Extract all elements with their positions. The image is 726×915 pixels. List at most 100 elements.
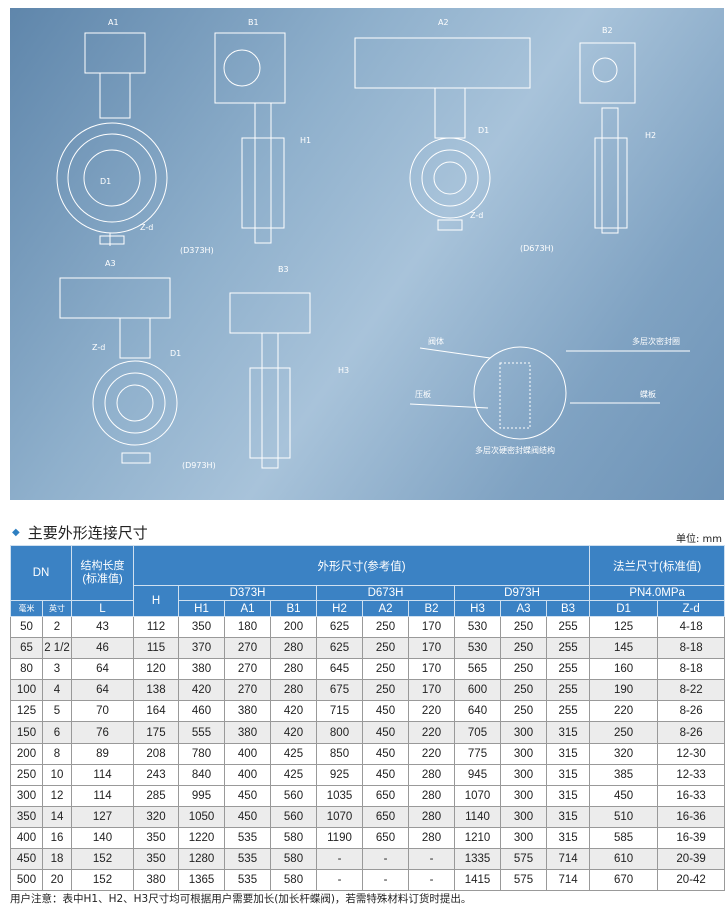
table-cell: 610 [589, 848, 659, 871]
table-cell: 280 [408, 784, 455, 807]
table-cell: 243 [133, 763, 179, 786]
table-cell: 350 [178, 615, 225, 639]
table-cell: 255 [545, 615, 591, 639]
table-cell: 20-42 [657, 869, 726, 892]
table-cell: 1415 [454, 869, 501, 892]
table-cell: 2 [42, 615, 72, 639]
table-cell: 2 1/2 [42, 637, 72, 660]
table-cell: 670 [589, 869, 659, 892]
table-cell: 714 [545, 869, 591, 892]
table-cell: 100 [10, 679, 43, 702]
table-cell: 280 [408, 826, 455, 850]
svg-text:D1: D1 [478, 126, 489, 135]
table-cell: 535 [224, 848, 271, 871]
table-cell: 1210 [454, 826, 501, 850]
table-cell: 380 [224, 721, 271, 744]
svg-text:B3: B3 [278, 265, 289, 274]
table-cell: 1280 [178, 848, 225, 871]
table-cell: 650 [362, 784, 409, 807]
header-h: H [133, 585, 179, 617]
svg-text:阀体: 阀体 [428, 336, 444, 346]
table-cell: 6 [42, 721, 72, 744]
table-cell: 400 [224, 763, 271, 786]
table-cell: 280 [270, 679, 317, 702]
table-cell: 420 [270, 721, 317, 744]
table-cell: 76 [71, 721, 134, 744]
table-cell: 150 [10, 721, 43, 744]
table-cell: 425 [270, 763, 317, 786]
header-mm: 毫米 [10, 600, 43, 617]
table-cell: 200 [270, 615, 317, 639]
table-cell: 450 [224, 784, 271, 807]
table-cell: 18 [42, 848, 72, 871]
seal-detail-view: 阀体 多层次密封圈 压板 蝶板 多层次硬密封蝶阀结构 [409, 336, 690, 455]
table-cell: 535 [224, 869, 271, 892]
table-cell: 250 [362, 615, 409, 639]
d973h-side-view: B3 H3 [229, 265, 349, 469]
table-cell: 16-39 [657, 826, 726, 850]
table-cell: 1035 [316, 784, 363, 807]
table-cell: 450 [362, 700, 409, 723]
d373h-front-view: A1 D1 Z-d [56, 18, 168, 246]
table-cell: 138 [133, 679, 179, 702]
table-cell: 1140 [454, 805, 501, 828]
table-cell: 16-33 [657, 784, 726, 807]
header-zd: Z-d [657, 600, 726, 617]
table-cell: 925 [316, 763, 363, 786]
table-cell: 300 [10, 784, 43, 807]
table-cell: 800 [316, 721, 363, 744]
table-cell: 200 [10, 742, 43, 765]
table-cell: 250 [500, 658, 547, 681]
table-cell: 315 [545, 784, 591, 807]
table-cell: 1335 [454, 848, 501, 871]
header-flange: 法兰尺寸(标准值) [589, 545, 726, 586]
table-cell: 450 [589, 784, 659, 807]
table-cell: 250 [362, 658, 409, 681]
table-cell: 220 [589, 700, 659, 723]
table-cell: 115 [133, 637, 179, 660]
table-cell: 850 [316, 742, 363, 765]
svg-text:(D973H): (D973H) [182, 461, 216, 470]
table-cell: 127 [71, 805, 134, 828]
table-cell: 600 [454, 679, 501, 702]
table-cell: 270 [224, 658, 271, 681]
table-cell: 64 [71, 658, 134, 681]
svg-text:Z-d: Z-d [140, 223, 153, 232]
table-cell: 300 [500, 784, 547, 807]
table-row: 65 2 1/2 46 115 370 270 280 625 250 170 530 250 255 1… [10, 637, 726, 660]
table-cell: 16 [42, 826, 72, 850]
table-cell: 114 [71, 784, 134, 807]
d973h-front-view: A3 Z-d D1 (D973H) [59, 259, 216, 470]
table-cell: 625 [316, 637, 363, 660]
table-cell: 535 [224, 826, 271, 850]
table-cell: 250 [362, 679, 409, 702]
table-cell: 170 [408, 658, 455, 681]
table-cell: 1365 [178, 869, 225, 892]
table-cell: 380 [133, 869, 179, 892]
table-cell: 64 [71, 679, 134, 702]
table-cell: 250 [589, 721, 659, 744]
table-cell: 380 [224, 700, 271, 723]
table-cell: 945 [454, 763, 501, 786]
table-cell: 775 [454, 742, 501, 765]
table-cell: 20 [42, 869, 72, 892]
table-cell: 8-18 [657, 637, 726, 660]
table-cell: 250 [362, 637, 409, 660]
table-cell: 450 [224, 805, 271, 828]
table-row: 80 3 64 120 380 270 280 645 250 170 565 250 255 160 8-… [10, 658, 726, 681]
valve-drawings: A1 D1 Z-d B1 H1 (D373H) A2 D1 Z-d (D673H… [10, 8, 724, 500]
user-note: 用户注意：表中H1、H2、H3尺寸均可根据用户需要加长(加长杆蝶阀)，若需特殊材… [10, 893, 472, 905]
table-cell: 170 [408, 637, 455, 660]
svg-text:B1: B1 [248, 18, 259, 27]
svg-text:(D373H): (D373H) [180, 246, 214, 255]
table-cell: 575 [500, 848, 547, 871]
svg-text:H2: H2 [645, 131, 656, 140]
table-cell: 170 [408, 615, 455, 639]
table-cell: 300 [500, 721, 547, 744]
svg-text:D1: D1 [170, 349, 181, 358]
table-cell: 585 [589, 826, 659, 850]
table-cell: 220 [408, 742, 455, 765]
table-row: 125 5 70 164 460 380 420 715 450 220 640 250 255 220 8… [10, 700, 726, 723]
table-cell: 280 [408, 763, 455, 786]
table-cell: - [316, 848, 363, 871]
